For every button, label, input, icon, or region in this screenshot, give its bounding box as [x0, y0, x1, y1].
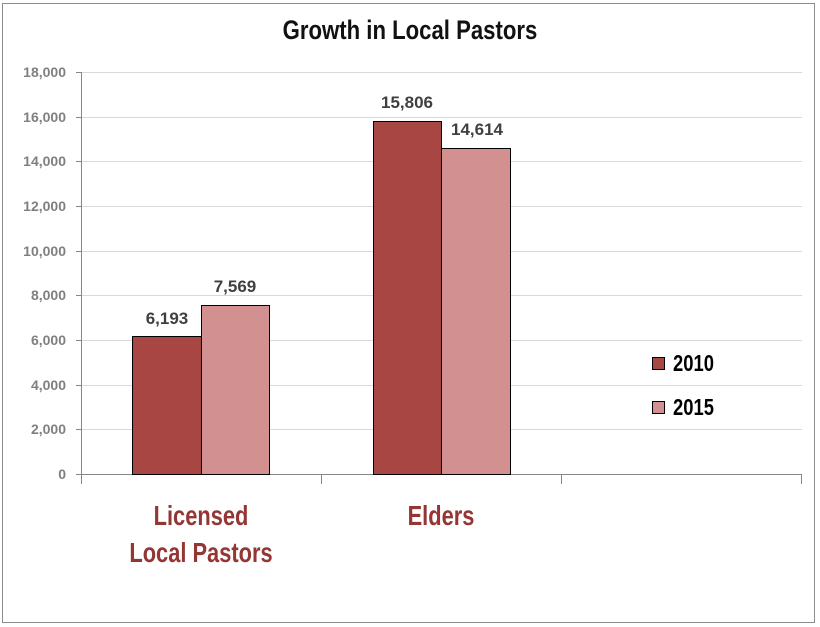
legend-swatch-2010 — [652, 356, 665, 370]
category-label-elders: Elders — [407, 500, 475, 531]
legend-label: 2015 — [673, 393, 714, 420]
legend-label: 2010 — [673, 349, 714, 376]
y-tick-label: 14,000 — [23, 153, 66, 169]
y-tick-label: 2,000 — [30, 421, 66, 437]
x-tick — [81, 474, 82, 484]
category-label-line: Licensed — [153, 500, 249, 531]
bar-llp-2015 — [201, 305, 270, 475]
bar-elders-2010 — [373, 121, 442, 475]
y-tick — [76, 161, 81, 162]
y-tick — [76, 429, 81, 430]
y-tick-label: 18,000 — [23, 64, 66, 80]
category-label-line: Local Pastors — [129, 537, 273, 568]
y-tick-label: 6,000 — [30, 332, 66, 348]
y-tick-label: 8,000 — [30, 287, 66, 303]
legend-item-2010: 2010 — [652, 349, 724, 376]
y-axis — [81, 72, 82, 475]
y-tick-label: 12,000 — [23, 198, 66, 214]
value-label: 7,569 — [213, 277, 257, 296]
y-tick — [76, 206, 81, 207]
bar-llp-2010 — [132, 336, 202, 475]
y-tick-label: 4,000 — [30, 377, 66, 393]
x-tick — [321, 474, 322, 484]
bar-elders-2015 — [441, 148, 511, 475]
gridline — [81, 72, 802, 73]
x-tick — [561, 474, 562, 484]
y-tick — [76, 251, 81, 252]
x-tick — [801, 474, 802, 484]
value-label: 15,806 — [381, 93, 433, 112]
y-tick-label: 16,000 — [23, 109, 66, 125]
legend-swatch-2015 — [652, 400, 665, 414]
gridline — [81, 117, 802, 118]
y-tick — [76, 474, 81, 475]
y-tick — [76, 72, 81, 73]
value-label: 6,193 — [145, 309, 189, 328]
legend-item-2015: 2015 — [652, 393, 724, 420]
y-tick — [76, 340, 81, 341]
y-tick — [76, 117, 81, 118]
y-tick-label: 10,000 — [23, 243, 66, 259]
category-label-licensed-local-pastors: Licensed Local Pastors — [107, 497, 294, 571]
y-tick — [76, 295, 81, 296]
y-tick-label: 0 — [58, 466, 66, 482]
chart-title: Growth in Local Pastors — [282, 15, 538, 45]
value-label: 14,614 — [451, 120, 503, 139]
y-tick — [76, 385, 81, 386]
